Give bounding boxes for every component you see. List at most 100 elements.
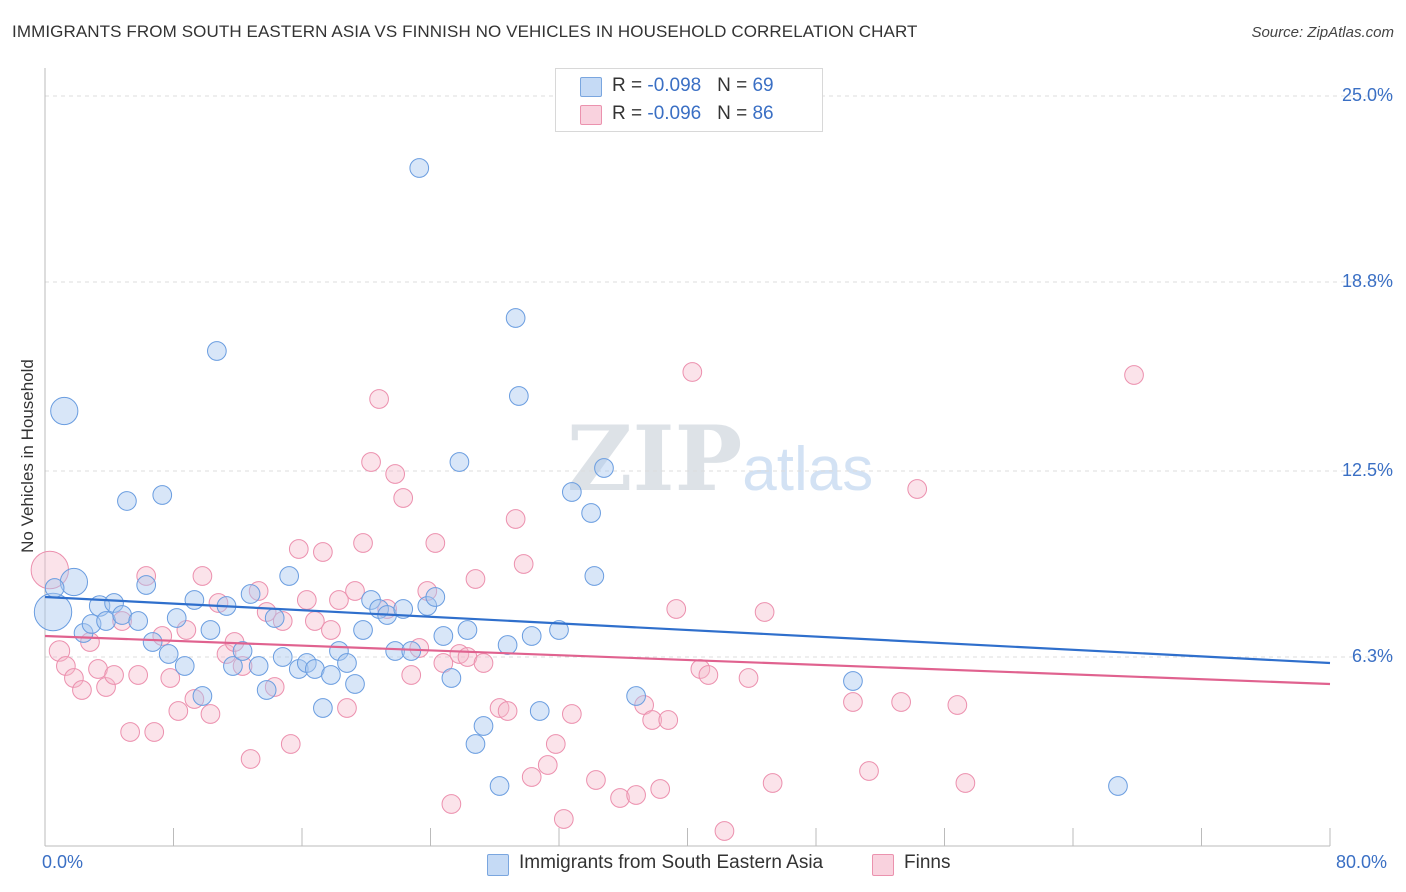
- data-point-finns: [112, 611, 132, 631]
- data-point-finns: [610, 788, 630, 808]
- data-point-asia: [843, 671, 863, 691]
- data-point-finns: [401, 665, 422, 685]
- data-point-finns: [176, 620, 197, 640]
- data-point-finns: [280, 734, 301, 754]
- data-point-asia: [345, 674, 365, 694]
- data-point-finns: [272, 611, 293, 631]
- axes: [44, 68, 1331, 847]
- data-point-finns: [56, 656, 76, 676]
- data-point-finns: [754, 602, 775, 622]
- data-point-finns: [96, 677, 116, 697]
- data-point-asia: [142, 632, 163, 652]
- data-point-asia: [158, 644, 179, 664]
- data-point-finns: [714, 821, 735, 841]
- data-point-finns: [666, 599, 687, 619]
- data-point-finns: [128, 665, 149, 685]
- data-point-finns: [545, 734, 566, 754]
- watermark: ZIPatlas: [567, 406, 873, 512]
- data-point-asia: [264, 608, 285, 628]
- data-point-asia: [521, 626, 542, 646]
- data-point-asia: [321, 665, 341, 685]
- data-point-finns: [64, 668, 84, 688]
- data-point-asia: [489, 776, 510, 796]
- y-tick-label: 6.3%: [1351, 646, 1393, 666]
- trend-lines: [44, 595, 1331, 686]
- data-point-asia: [594, 458, 614, 478]
- data-point-asia: [393, 599, 414, 619]
- x-tick-label-max: 80.0%: [1336, 852, 1388, 872]
- data-point-finns: [658, 710, 679, 730]
- legend-swatch-pink: [580, 105, 602, 125]
- legend-n-label: N =: [717, 103, 753, 124]
- y-tick-label: 18.8%: [1341, 271, 1393, 291]
- data-point-asia: [81, 614, 102, 634]
- data-point-finns: [586, 770, 606, 790]
- legend-r-label: R =: [612, 75, 648, 96]
- data-point-finns: [449, 644, 470, 664]
- y-tick-label: 25.0%: [1341, 85, 1393, 105]
- data-point-finns: [353, 533, 373, 553]
- data-point-finns: [369, 389, 389, 409]
- data-point-asia: [166, 608, 187, 628]
- data-point-finns: [313, 542, 333, 562]
- source-label: Source: ZipAtlas.com: [1251, 24, 1394, 41]
- legend-swatch-blue: [580, 77, 602, 97]
- data-point-finns: [409, 638, 430, 658]
- data-point-finns: [1124, 365, 1144, 385]
- data-point-finns: [441, 794, 462, 814]
- trend-line-asia: [44, 595, 1331, 665]
- data-point-asia: [128, 611, 149, 631]
- data-point-asia: [562, 482, 582, 502]
- data-point-finns: [947, 695, 968, 715]
- data-point-finns: [537, 755, 558, 775]
- data-point-finns: [553, 809, 574, 829]
- data-point-asia: [529, 701, 550, 721]
- data-point-asia: [256, 680, 277, 700]
- legend-swatch-pink: [872, 854, 894, 876]
- data-point-finns: [72, 680, 92, 700]
- data-point-finns: [248, 581, 269, 601]
- correlation-legend: R = -0.098 N = 69 R = -0.096 N = 86: [555, 68, 823, 132]
- data-points: [30, 158, 1144, 841]
- data-point-finns: [345, 581, 365, 601]
- data-point-finns: [144, 722, 165, 742]
- data-point-finns: [473, 653, 494, 673]
- x-tick-label-min: 0.0%: [42, 852, 84, 872]
- data-point-asia: [207, 341, 227, 361]
- data-point-asia: [272, 647, 293, 667]
- data-point-finns: [120, 722, 140, 742]
- data-point-finns: [891, 692, 911, 712]
- data-point-finns: [859, 761, 879, 781]
- legend-n-label: N =: [717, 75, 753, 96]
- data-point-asia: [626, 686, 646, 706]
- data-point-finns: [505, 509, 526, 529]
- data-point-finns: [562, 704, 582, 724]
- data-point-asia: [44, 578, 65, 598]
- data-point-asia: [457, 620, 478, 640]
- data-point-asia: [433, 626, 454, 646]
- data-point-finns: [192, 566, 213, 586]
- data-point-finns: [650, 779, 671, 799]
- data-point-finns: [497, 701, 518, 721]
- data-point-finns: [264, 677, 285, 697]
- data-point-finns: [288, 539, 309, 559]
- data-point-asia: [248, 656, 269, 676]
- data-point-finns: [385, 464, 406, 484]
- data-point-asia: [136, 575, 157, 595]
- data-point-asia: [288, 659, 309, 679]
- data-point-asia: [50, 396, 79, 426]
- data-point-finns: [337, 698, 357, 718]
- data-point-finns: [417, 581, 438, 601]
- legend-r-value: -0.098: [647, 75, 702, 96]
- gridlines: [45, 95, 1392, 658]
- data-point-asia: [385, 641, 406, 661]
- data-point-finns: [160, 668, 181, 688]
- data-point-asia: [353, 620, 373, 640]
- data-point-finns: [216, 644, 237, 664]
- data-point-finns: [465, 569, 486, 589]
- chart-title: IMMIGRANTS FROM SOUTH EASTERN ASIA VS FI…: [12, 22, 918, 41]
- data-point-finns: [521, 767, 542, 787]
- data-point-finns: [393, 488, 414, 508]
- data-point-finns: [321, 620, 341, 640]
